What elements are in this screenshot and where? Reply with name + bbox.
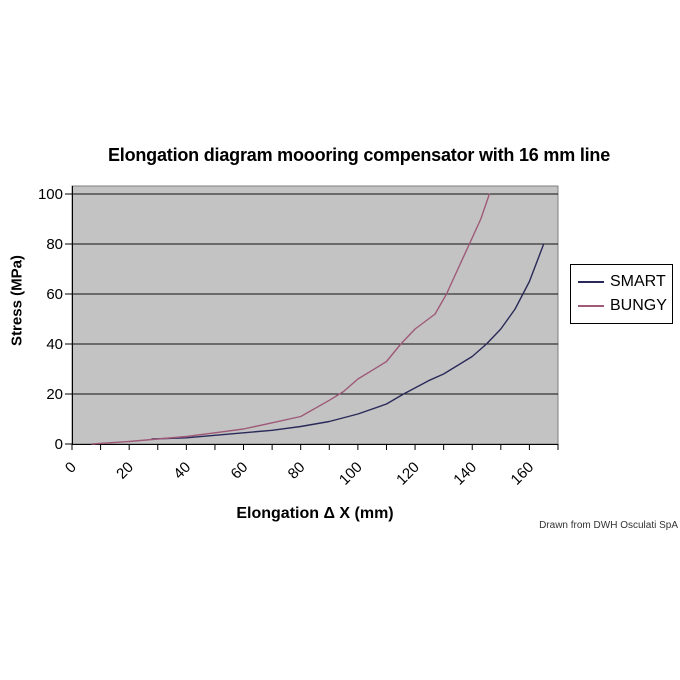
x-tick-label-20: 20 [113, 459, 137, 483]
plot-background [71, 185, 559, 445]
y-tick-label-80: 80 [46, 236, 63, 253]
legend-item-smart: SMART [571, 274, 672, 290]
x-tick-label-80: 80 [285, 459, 309, 483]
y-tick-label-20: 20 [46, 386, 63, 403]
series-line-bungy [91, 193, 491, 445]
legend-item-bungy: BUNGY [571, 296, 672, 314]
x-tick-label-0: 0 [62, 459, 80, 477]
y-tick-label-60: 60 [46, 286, 63, 303]
chart-title: Elongation diagram moooring compensator … [107, 145, 611, 165]
x-tick-label-60: 60 [228, 459, 252, 483]
x-tick-label-160: 160 [508, 459, 538, 489]
series-line-smart [151, 243, 545, 440]
x-tick-label-40: 40 [170, 459, 194, 483]
x-tick-label-120: 120 [393, 459, 423, 489]
y-tick-label-40: 40 [46, 336, 63, 353]
x-tick-label-140: 140 [450, 459, 480, 489]
bungy-line-sample-icon [578, 304, 604, 307]
y-tick-label-100: 100 [38, 186, 63, 203]
x-tick-label-100: 100 [336, 459, 366, 489]
x-axis-title: Elongation Δ X (mm) [236, 505, 394, 522]
legend-label-bungy: BUNGY [610, 296, 667, 314]
smart-line-sample-icon [578, 281, 604, 284]
credit-text: Drawn from DWH Osculati SpA [539, 520, 678, 531]
y-tick-label-0: 0 [55, 436, 63, 453]
legend-label-smart: SMART [610, 273, 666, 291]
legend: SMART BUNGY [570, 264, 673, 324]
